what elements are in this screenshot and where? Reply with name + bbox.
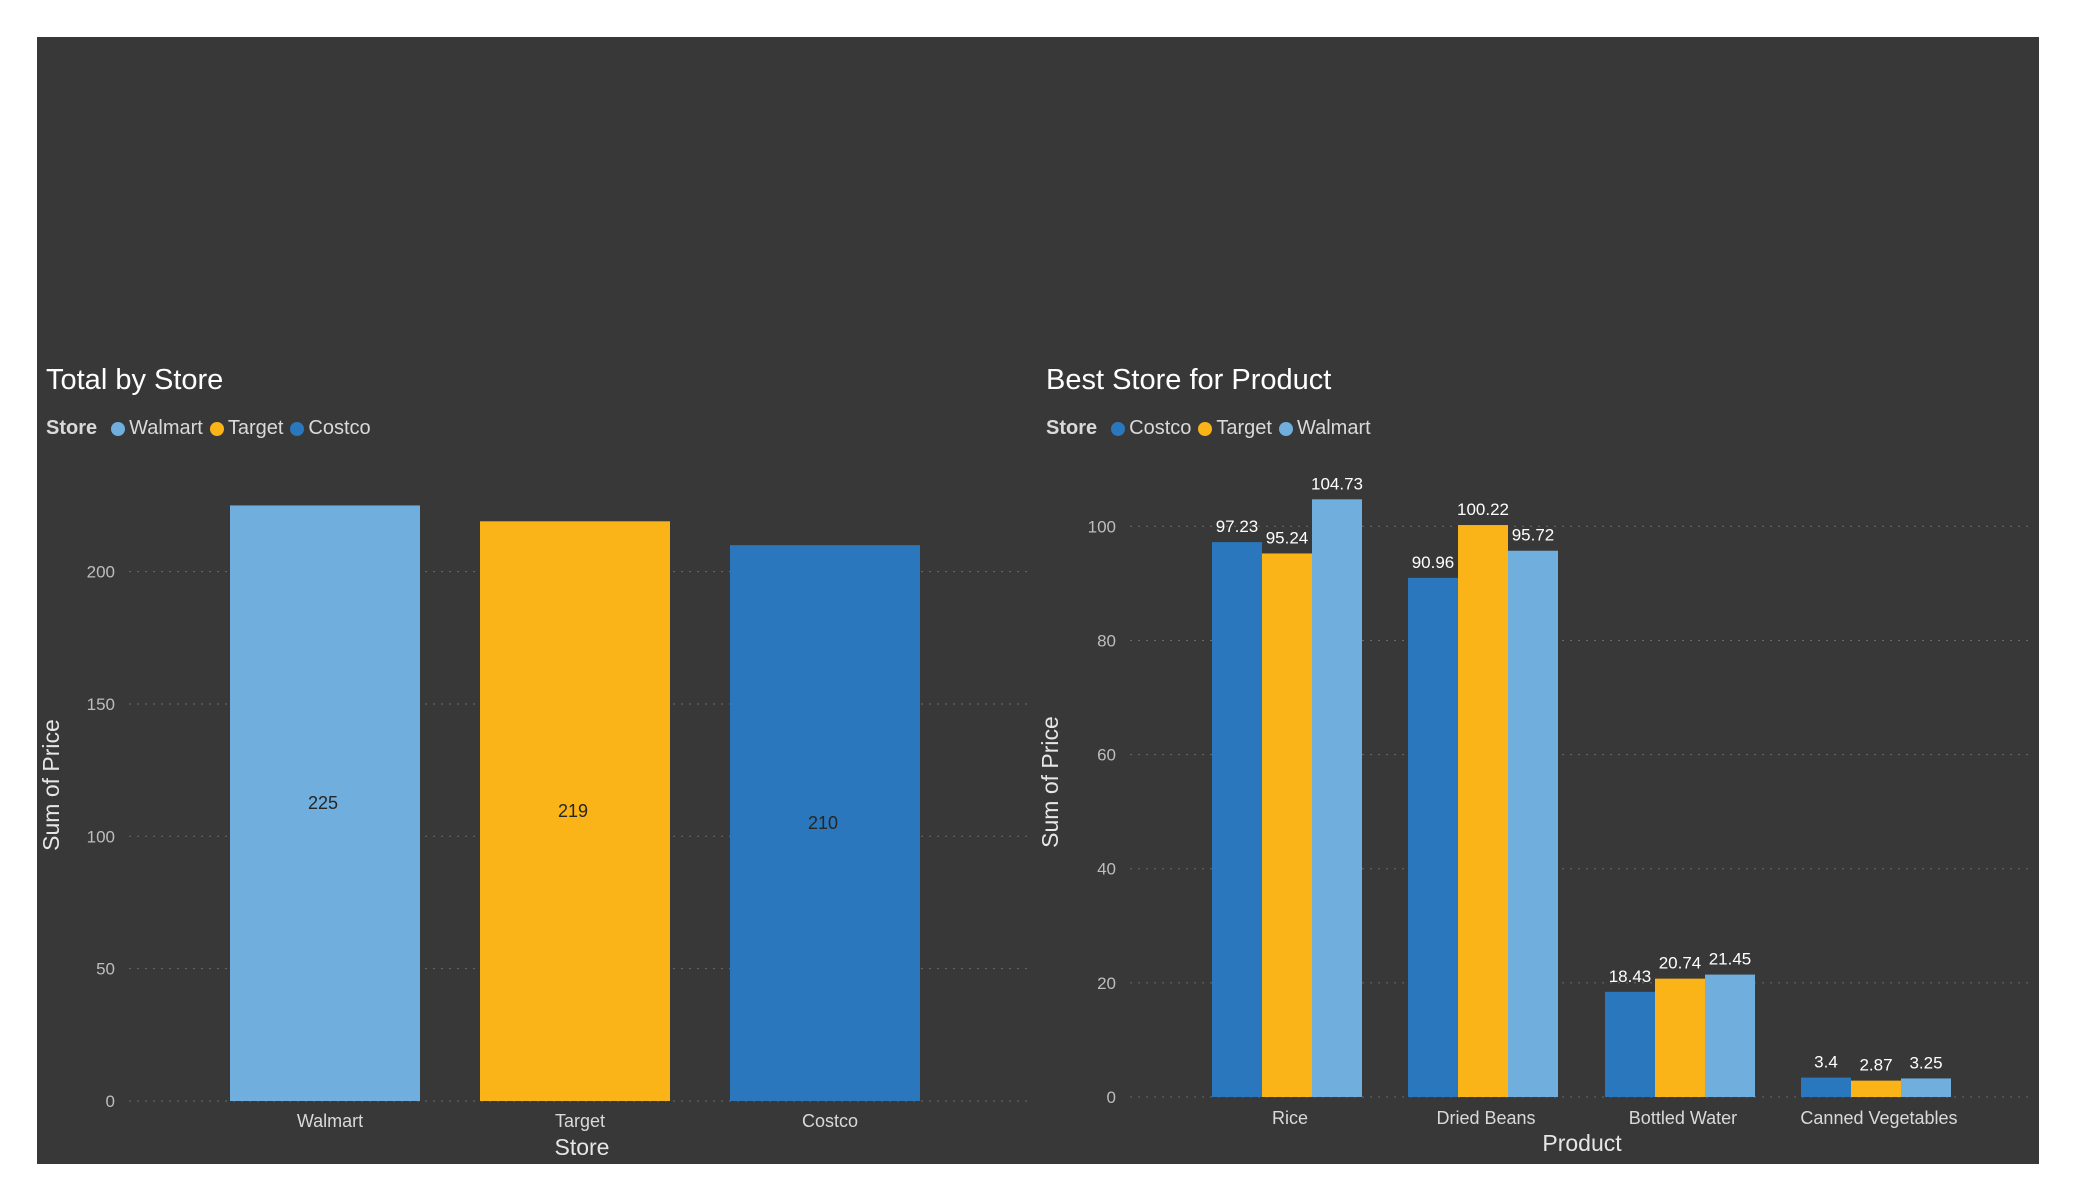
- bar: [1901, 1078, 1951, 1097]
- legend-dot-icon: [1198, 421, 1213, 436]
- data-label: 95.72: [1512, 526, 1555, 545]
- data-label: 104.73: [1311, 474, 1363, 493]
- y-tick-label: 20: [1097, 974, 1116, 993]
- data-label: 21.45: [1709, 950, 1752, 969]
- chart-legend: Store Costco Target Walmart: [1046, 417, 1378, 440]
- legend-dot-icon: [209, 421, 224, 436]
- legend-item-walmart[interactable]: Walmart: [1278, 417, 1371, 440]
- data-label: 20.74: [1659, 954, 1702, 973]
- y-tick-label: 40: [1097, 860, 1116, 879]
- y-tick-label: 100: [87, 827, 115, 846]
- bar: [1655, 978, 1705, 1097]
- data-label: 219: [558, 801, 588, 821]
- legend-item-target[interactable]: Target: [1198, 417, 1272, 440]
- bar: [480, 521, 670, 1101]
- best-store-for-product-visual[interactable]: Best Store for Product Store Costco Targ…: [1037, 37, 2039, 1164]
- y-tick-label: 0: [1107, 1088, 1116, 1107]
- chart-title: Total by Store: [46, 364, 224, 396]
- data-label: 3.4: [1814, 1053, 1838, 1072]
- data-label: 225: [308, 793, 338, 813]
- report-canvas: Total by Store Store Walmart Target Cost…: [37, 37, 2039, 1164]
- legend-title: Store: [46, 417, 98, 439]
- bar: [1312, 499, 1362, 1097]
- bar: [730, 545, 920, 1101]
- data-label: 3.25: [1909, 1053, 1942, 1072]
- x-tick-label: Costco: [802, 1111, 858, 1131]
- legend-item-costco[interactable]: Costco: [1111, 417, 1191, 440]
- x-tick-label: Walmart: [297, 1111, 363, 1131]
- bar: [1705, 974, 1755, 1097]
- data-label: 210: [808, 813, 838, 833]
- y-tick-label: 0: [106, 1092, 115, 1111]
- y-tick-label: 150: [87, 695, 115, 714]
- legend-label: Target: [227, 417, 284, 439]
- y-tick-label: 200: [87, 563, 115, 582]
- chart-plot: 0 50 100 150 200 225 Walmart 219 Target 210 Costco…: [38, 505, 1029, 1160]
- data-label: 18.43: [1609, 967, 1652, 986]
- legend-label: Target: [1216, 417, 1272, 439]
- bar: [1801, 1077, 1851, 1097]
- y-axis-title: Sum of Price: [1037, 716, 1063, 848]
- bar: [1508, 550, 1558, 1097]
- bar: [1605, 991, 1655, 1097]
- legend-item-costco[interactable]: Costco: [290, 417, 371, 440]
- x-tick-label: Dried Beans: [1436, 1108, 1535, 1128]
- bar: [1851, 1080, 1901, 1097]
- chart-plot: 0 20 40 60 80 100 97.23 95.24 104.73 Rice 90.96 100…: [1037, 474, 2032, 1156]
- x-tick-label: Target: [555, 1111, 605, 1131]
- chart-title: Best Store for Product: [1046, 364, 1332, 396]
- legend-title: Store: [1046, 417, 1098, 439]
- data-label: 2.87: [1859, 1056, 1892, 1075]
- legend-item-walmart[interactable]: Walmart: [111, 417, 203, 440]
- y-tick-label: 60: [1097, 746, 1116, 765]
- data-label: 97.23: [1216, 517, 1259, 536]
- x-tick-label: Bottled Water: [1629, 1108, 1737, 1128]
- x-axis-title: Store: [555, 1134, 610, 1160]
- chart-legend: Store Walmart Target Costco: [46, 417, 378, 440]
- y-tick-label: 100: [1088, 517, 1116, 536]
- y-tick-label: 80: [1097, 631, 1116, 650]
- bar: [1408, 577, 1458, 1097]
- x-tick-label: Rice: [1272, 1108, 1308, 1128]
- legend-dot-icon: [290, 421, 305, 436]
- x-tick-label: Canned Vegetables: [1800, 1108, 1957, 1128]
- x-axis-title: Product: [1542, 1130, 1622, 1156]
- bar: [1262, 553, 1312, 1097]
- y-tick-label: 50: [96, 960, 115, 979]
- legend-dot-icon: [1111, 421, 1126, 436]
- legend-item-target[interactable]: Target: [209, 417, 284, 440]
- bar: [230, 505, 420, 1101]
- legend-label: Walmart: [1296, 417, 1371, 439]
- legend-label: Walmart: [129, 417, 203, 439]
- legend-dot-icon: [1278, 421, 1293, 436]
- bar: [1458, 525, 1508, 1097]
- data-label: 95.24: [1266, 528, 1309, 547]
- legend-label: Costco: [1129, 417, 1192, 439]
- bar: [1212, 542, 1262, 1097]
- y-axis-title: Sum of Price: [38, 719, 64, 851]
- data-label: 90.96: [1412, 553, 1455, 572]
- legend-dot-icon: [111, 421, 126, 436]
- data-label: 100.22: [1457, 500, 1509, 519]
- total-by-store-visual[interactable]: Total by Store Store Walmart Target Cost…: [37, 37, 1037, 1164]
- legend-label: Costco: [308, 417, 371, 439]
